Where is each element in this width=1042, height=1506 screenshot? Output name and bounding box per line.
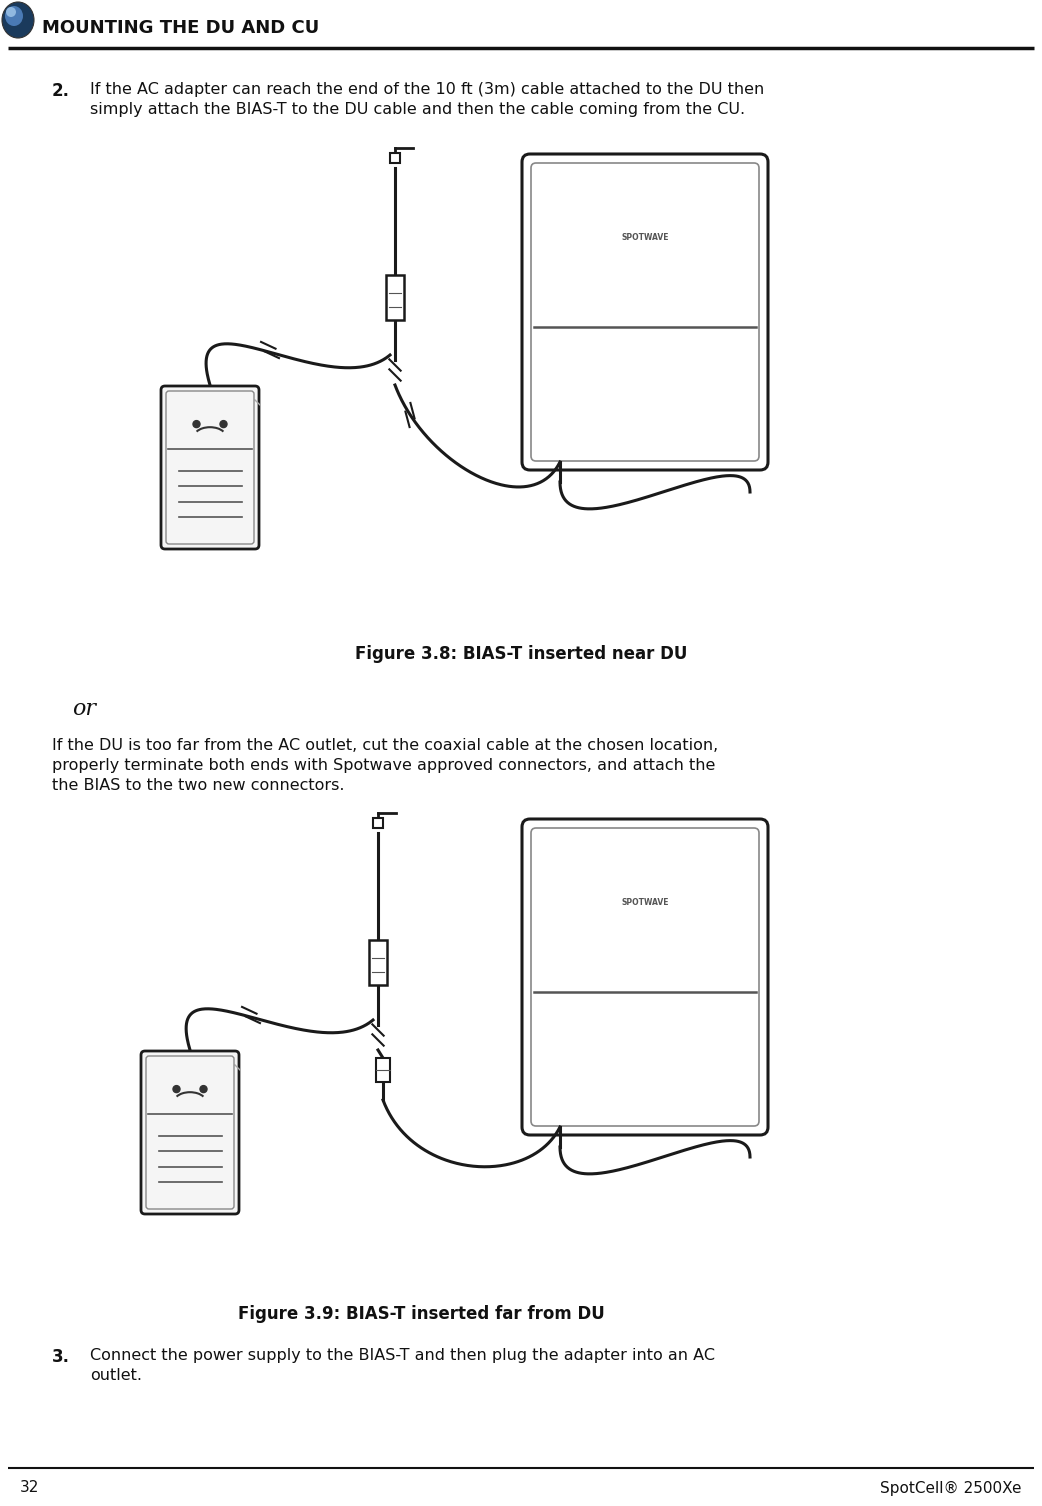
Text: 2.: 2. [52, 81, 70, 99]
Text: the BIAS to the two new connectors.: the BIAS to the two new connectors. [52, 779, 345, 794]
Circle shape [193, 420, 200, 428]
Bar [369, 940, 387, 985]
Text: 32: 32 [20, 1480, 40, 1495]
Text: SPOTWAVE: SPOTWAVE [621, 232, 669, 241]
Ellipse shape [6, 8, 16, 17]
Text: If the DU is too far from the AC outlet, cut the coaxial cable at the chosen loc: If the DU is too far from the AC outlet,… [52, 738, 718, 753]
Text: Figure 3.8: BIAS-T inserted near DU: Figure 3.8: BIAS-T inserted near DU [355, 645, 687, 663]
FancyBboxPatch shape [141, 1051, 239, 1214]
Text: outlet.: outlet. [90, 1367, 142, 1383]
FancyBboxPatch shape [522, 819, 768, 1136]
Bar [390, 154, 400, 163]
Ellipse shape [2, 2, 34, 38]
Text: If the AC adapter can reach the end of the 10 ft (3m) cable attached to the DU t: If the AC adapter can reach the end of t… [90, 81, 764, 96]
Text: simply attach the BIAS-T to the DU cable and then the cable coming from the CU.: simply attach the BIAS-T to the DU cable… [90, 102, 745, 117]
FancyBboxPatch shape [522, 154, 768, 470]
Text: SpotCell® 2500Xe: SpotCell® 2500Xe [880, 1480, 1022, 1495]
Circle shape [220, 420, 227, 428]
Bar [373, 818, 383, 828]
Circle shape [200, 1086, 207, 1092]
Text: or: or [72, 697, 96, 720]
Text: Connect the power supply to the BIAS-T and then plug the adapter into an AC: Connect the power supply to the BIAS-T a… [90, 1348, 715, 1363]
Text: SPOTWAVE: SPOTWAVE [621, 898, 669, 907]
Text: properly terminate both ends with Spotwave approved connectors, and attach the: properly terminate both ends with Spotwa… [52, 758, 716, 773]
Text: MOUNTING THE DU AND CU: MOUNTING THE DU AND CU [42, 20, 319, 38]
Ellipse shape [5, 6, 23, 26]
Bar [376, 1059, 390, 1081]
Bar [386, 276, 404, 319]
Text: Figure 3.9: BIAS-T inserted far from DU: Figure 3.9: BIAS-T inserted far from DU [238, 1306, 604, 1322]
FancyBboxPatch shape [162, 386, 259, 550]
Text: 3.: 3. [52, 1348, 70, 1366]
Circle shape [173, 1086, 180, 1092]
